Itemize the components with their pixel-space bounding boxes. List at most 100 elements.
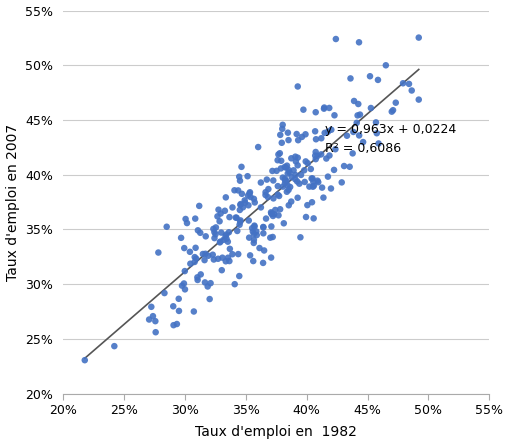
Point [147,303,155,310]
Point [309,183,317,190]
Point [309,178,318,186]
Point [248,225,256,232]
Point [267,254,275,261]
Point [252,231,261,239]
Point [250,199,259,206]
Point [193,274,202,281]
Point [288,174,296,181]
Point [262,189,270,196]
Point [355,39,363,46]
Point [202,233,210,240]
Point [320,104,328,111]
Point [221,232,230,239]
Point [254,143,262,150]
Point [160,290,168,297]
Point [354,112,362,119]
Point [229,251,237,258]
Point [280,163,289,170]
Point [286,183,294,190]
Point [236,201,244,208]
Point [283,188,291,195]
Point [269,212,277,219]
Point [415,96,423,103]
Point [264,186,272,193]
Point [201,279,209,286]
Point [246,252,254,259]
Point [301,178,309,186]
Point [311,152,319,159]
Point [271,206,279,214]
Point [237,201,245,208]
Point [239,204,247,211]
Point [250,195,258,202]
Point [287,198,295,205]
Point [270,211,278,218]
Point [322,155,330,162]
Point [226,245,234,252]
Point [356,111,364,118]
Point [216,238,224,245]
Point [350,97,358,105]
Point [245,190,253,197]
Point [190,308,198,315]
Point [259,223,267,231]
Point [259,224,267,231]
Point [224,254,232,261]
Point [210,229,218,236]
Point [272,167,280,174]
Point [196,229,204,236]
Point [294,137,302,144]
Point [204,283,212,290]
Point [343,132,351,139]
Point [193,276,202,283]
Point [267,223,275,230]
Point [210,256,218,263]
Point [154,249,162,256]
Point [195,202,203,210]
Point [273,157,281,164]
Point [235,272,243,279]
Point [151,318,159,325]
Point [217,210,225,217]
Point [268,210,276,217]
Point [175,307,183,315]
Point [308,198,316,206]
Point [204,252,212,259]
Point [237,163,245,170]
Point [257,204,265,211]
Point [278,121,287,128]
Point [236,177,244,184]
Point [182,215,190,222]
Point [218,267,226,274]
Point [294,162,302,169]
Point [366,73,374,80]
Point [216,239,224,246]
Point [285,202,293,209]
Point [274,151,282,158]
Point [250,222,259,229]
Point [236,218,244,226]
Point [186,260,194,267]
Point [264,194,272,201]
Point [274,191,282,198]
Point [245,217,253,224]
Point [215,218,223,225]
Point [276,131,285,138]
Point [303,202,312,209]
Point [214,255,222,263]
Point [206,295,214,303]
Point [286,169,294,176]
Point [321,129,329,137]
X-axis label: Taux d'emploi en  1982: Taux d'emploi en 1982 [195,425,357,440]
Point [238,190,246,198]
Point [330,166,338,174]
Point [324,128,332,135]
Point [372,119,380,126]
Point [181,267,189,275]
Point [294,194,302,201]
Point [250,231,258,238]
Point [191,254,199,261]
Point [282,178,291,185]
Point [320,105,328,112]
Point [199,251,207,258]
